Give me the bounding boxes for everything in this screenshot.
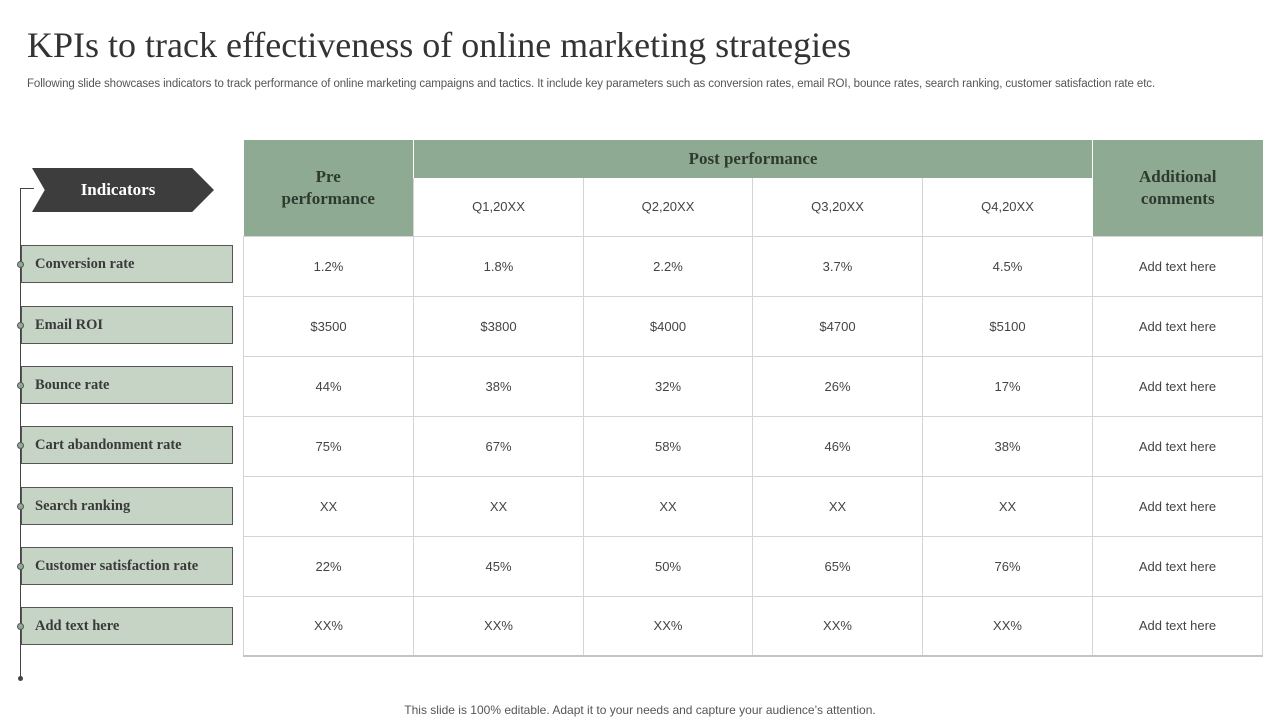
header-q1: Q1,20XX	[413, 178, 584, 237]
indicator-email-roi: Email ROI	[21, 306, 233, 344]
cell-q1: 45%	[413, 535, 584, 597]
cell-comment: Add text here	[1092, 595, 1263, 657]
cell-q4: 38%	[922, 415, 1093, 477]
table-row: 44% 38% 32% 26% 17% Add text here	[243, 355, 1263, 417]
cell-comment: Add text here	[1092, 415, 1263, 477]
cell-q2: 58%	[583, 415, 753, 477]
indicators-arrow-shape	[32, 168, 214, 212]
table-row: 75% 67% 58% 46% 38% Add text here	[243, 415, 1263, 477]
cell-q1: XX%	[413, 595, 584, 657]
header-additional-comments-label: Additional comments	[1139, 166, 1217, 208]
cell-q2: XX%	[583, 595, 753, 657]
cell-q2: XX	[583, 475, 753, 537]
cell-pre: 44%	[243, 355, 414, 417]
indicator-add-text: Add text here	[21, 607, 233, 645]
cell-q1: 38%	[413, 355, 584, 417]
cell-q3: 46%	[752, 415, 923, 477]
cell-q3: 65%	[752, 535, 923, 597]
cell-comment: Add text here	[1092, 355, 1263, 417]
cell-q2: 2.2%	[583, 235, 753, 297]
timeline-dot	[17, 261, 24, 268]
indicator-conversion-rate: Conversion rate	[21, 245, 233, 283]
indicator-bounce-rate: Bounce rate	[21, 366, 233, 404]
header-q4: Q4,20XX	[922, 178, 1093, 237]
header-pre-performance-label: Pre performance	[281, 166, 375, 208]
cell-q2: 50%	[583, 535, 753, 597]
cell-q3: $4700	[752, 295, 923, 357]
cell-q1: XX	[413, 475, 584, 537]
table-row: $3500 $3800 $4000 $4700 $5100 Add text h…	[243, 295, 1263, 357]
cell-q3: 3.7%	[752, 235, 923, 297]
cell-comment: Add text here	[1092, 235, 1263, 297]
cell-q1: $3800	[413, 295, 584, 357]
cell-pre: 75%	[243, 415, 414, 477]
cell-pre: 22%	[243, 535, 414, 597]
cell-comment: Add text here	[1092, 535, 1263, 597]
cell-q4: XX%	[922, 595, 1093, 657]
timeline-end-dot	[18, 676, 23, 681]
cell-q2: 32%	[583, 355, 753, 417]
table-row: 1.2% 1.8% 2.2% 3.7% 4.5% Add text here	[243, 235, 1263, 297]
indicator-customer-satisfaction-rate: Customer satisfaction rate	[21, 547, 233, 585]
header-pre-performance: Pre performance	[243, 140, 414, 236]
page-subtitle: Following slide showcases indicators to …	[27, 78, 1156, 90]
timeline-dot	[17, 322, 24, 329]
cell-q1: 1.8%	[413, 235, 584, 297]
timeline-dot	[17, 563, 24, 570]
cell-q1: 67%	[413, 415, 584, 477]
cell-comment: Add text here	[1092, 475, 1263, 537]
timeline-line	[20, 188, 21, 679]
timeline-connector	[20, 188, 34, 189]
cell-q4: $5100	[922, 295, 1093, 357]
table-row: XX% XX% XX% XX% XX% Add text here	[243, 595, 1263, 657]
cell-q4: 4.5%	[922, 235, 1093, 297]
cell-q2: $4000	[583, 295, 753, 357]
cell-q4: XX	[922, 475, 1093, 537]
header-post-performance: Post performance	[413, 140, 1093, 178]
indicator-search-ranking: Search ranking	[21, 487, 233, 525]
cell-pre: XX%	[243, 595, 414, 657]
cell-q4: 17%	[922, 355, 1093, 417]
kpi-table: Pre performance Post performance Additio…	[243, 140, 1263, 657]
indicator-cart-abandonment-rate: Cart abandonment rate	[21, 426, 233, 464]
cell-comment: Add text here	[1092, 295, 1263, 357]
cell-pre: XX	[243, 475, 414, 537]
table-row: XX XX XX XX XX Add text here	[243, 475, 1263, 537]
cell-q3: 26%	[752, 355, 923, 417]
table-row: 22% 45% 50% 65% 76% Add text here	[243, 535, 1263, 597]
cell-q3: XX	[752, 475, 923, 537]
cell-pre: 1.2%	[243, 235, 414, 297]
cell-q4: 76%	[922, 535, 1093, 597]
footer-note: This slide is 100% editable. Adapt it to…	[404, 703, 876, 717]
timeline-dot	[17, 503, 24, 510]
cell-q3: XX%	[752, 595, 923, 657]
header-q3: Q3,20XX	[752, 178, 923, 237]
page-title: KPIs to track effectiveness of online ma…	[27, 25, 852, 65]
timeline-dot	[17, 623, 24, 630]
indicators-header: Indicators	[80, 180, 156, 199]
timeline-dot	[17, 382, 24, 389]
cell-pre: $3500	[243, 295, 414, 357]
header-q2: Q2,20XX	[583, 178, 753, 237]
timeline-dot	[17, 442, 24, 449]
header-additional-comments: Additional comments	[1092, 140, 1263, 236]
